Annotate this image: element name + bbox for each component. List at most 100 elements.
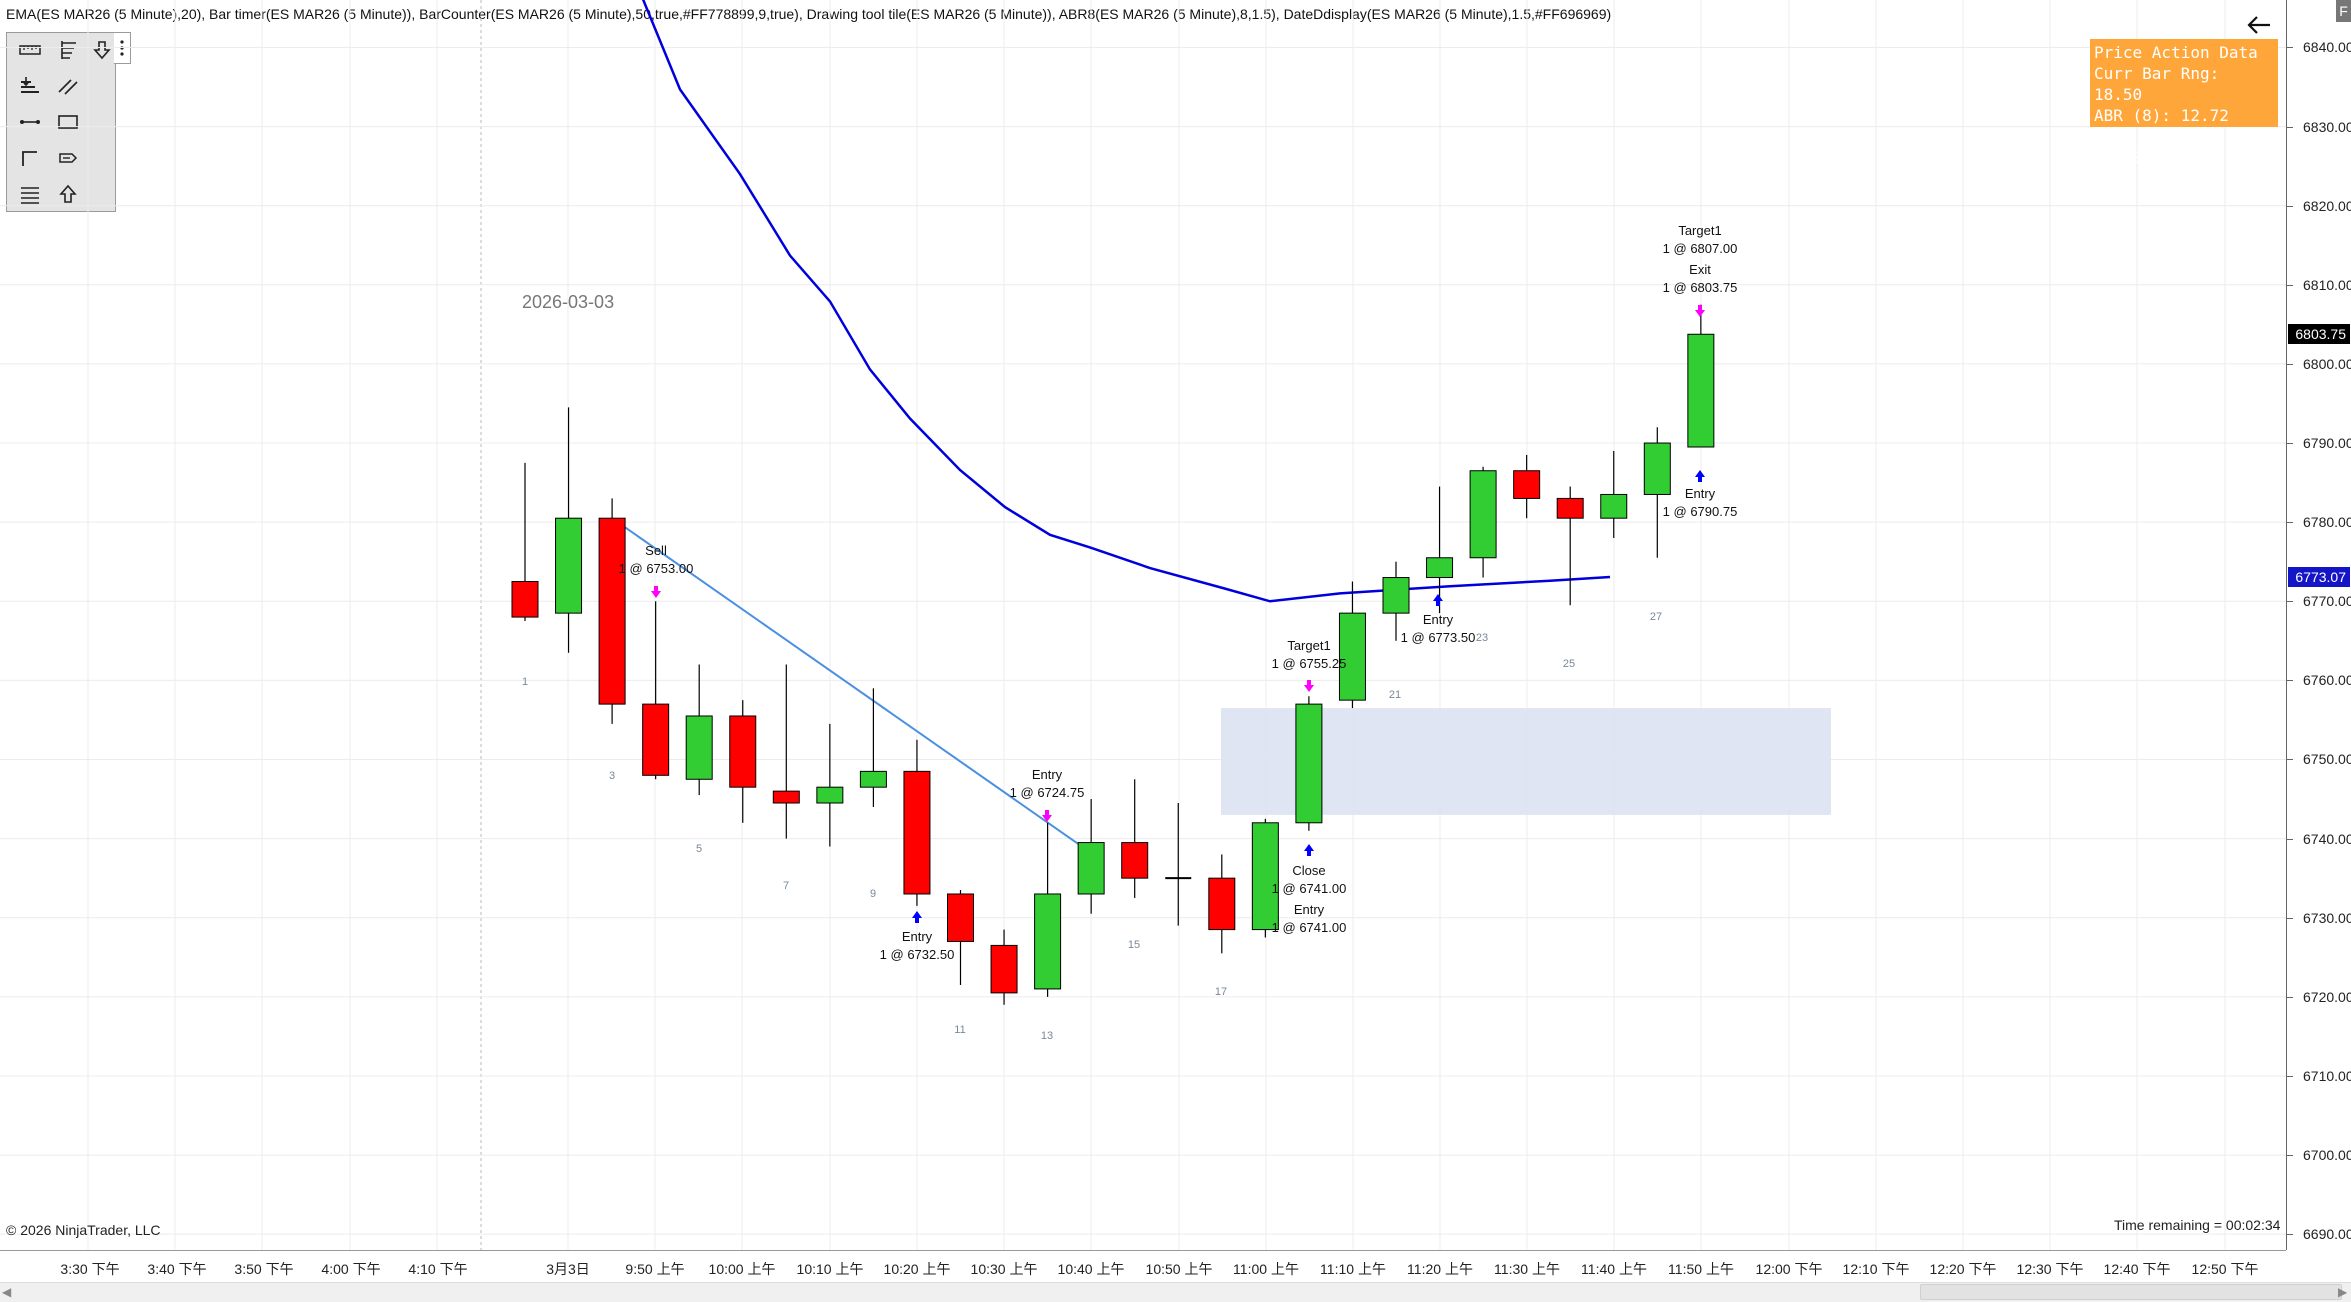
candle-body-down [729, 715, 757, 788]
candle [1382, 561, 1410, 641]
candle-body-up [1643, 442, 1671, 495]
menu-lines-icon[interactable] [15, 179, 45, 209]
candle-body-down [598, 517, 626, 705]
time-axis[interactable]: 3:30 下午 3:40 下午 3:50 下午 4:00 下午 4:10 下午 3月3日 9… [0, 1250, 2286, 1281]
annotation-value: 1 @ 6807.00 [1663, 241, 1738, 256]
candle [1687, 304, 1715, 448]
price-marker-icon[interactable] [53, 143, 83, 173]
time-tick-label: 10:30 上午 [970, 1261, 1038, 1277]
candle-body-up [816, 786, 844, 804]
price-tick-label: 6830.00 [2303, 118, 2351, 135]
time-tick-label: 12:50 下午 [2191, 1261, 2259, 1277]
annotation-value: 1 @ 6755.25 [1272, 656, 1347, 671]
time-tick-label: 3:30 下午 [60, 1261, 120, 1277]
candle [1556, 486, 1584, 606]
bar-number: 9 [870, 888, 876, 900]
candle-body-down [642, 703, 670, 776]
time-tick-label: 3:50 下午 [234, 1261, 294, 1277]
horizontal-ray-icon[interactable] [15, 107, 45, 137]
corner-label[interactable]: F [2336, 0, 2351, 22]
time-tick-label: 10:20 上午 [883, 1261, 951, 1277]
arrow-down-icon[interactable] [87, 35, 117, 65]
time-tick-label: 10:50 上午 [1145, 1261, 1213, 1277]
candle-body-up [1469, 470, 1497, 559]
buy-arrow-icon [1304, 844, 1314, 856]
annotation-label: Entry [1294, 902, 1325, 917]
rectangle-icon[interactable] [53, 107, 83, 137]
candle-body-down [1121, 842, 1149, 879]
chart-grid [0, 0, 2286, 1250]
time-tick-label: 10:40 上午 [1057, 1261, 1125, 1277]
price-tick-mark [2287, 284, 2293, 286]
line-tools-icon[interactable] [15, 71, 45, 101]
trend-line [611, 517, 1083, 848]
scroll-right-arrow-icon[interactable]: ▶ [2338, 1285, 2348, 1299]
price-tick-mark [2287, 1155, 2293, 1157]
candle-body-up [859, 770, 887, 788]
price-tick-mark [2287, 680, 2293, 682]
price-tick-mark [2287, 363, 2293, 365]
price-tick-mark [2287, 126, 2293, 128]
price-tick-mark [2287, 443, 2293, 445]
candle-body-up [685, 715, 713, 780]
candle-body-down [1556, 497, 1584, 519]
ema-price-label: 6773.07 [2288, 566, 2350, 587]
bar-number: 27 [1650, 611, 1662, 623]
candle-body-down [990, 944, 1018, 994]
candle [511, 462, 539, 622]
time-tick-label: 11:00 上午 [1233, 1261, 1299, 1277]
indicator-list: EMA(ES MAR26 (5 Minute),20), Bar timer(E… [6, 6, 1612, 22]
price-tick-label: 6710.00 [2303, 1067, 2351, 1084]
candle [729, 700, 757, 823]
scrollbar-thumb[interactable] [1920, 1284, 2342, 1300]
back-arrow-icon[interactable] [2244, 10, 2274, 40]
sell-arrow-icon [1695, 305, 1705, 317]
annotation-value: 1 @ 6790.75 [1663, 504, 1738, 519]
candle [1077, 799, 1105, 914]
toolbar-grip[interactable] [114, 32, 131, 64]
price-tick-label: 6740.00 [2303, 830, 2351, 847]
candle [1338, 581, 1366, 709]
price-axis[interactable]: 6840.00 6830.00 6820.00 6810.00 6800.00 6790.… [2286, 0, 2351, 1250]
annotation-value: 1 @ 6732.50 [880, 947, 955, 962]
candle [685, 664, 713, 796]
time-tick-label: 11:20 上午 [1407, 1261, 1473, 1277]
candle [1251, 818, 1279, 938]
sell-arrow-icon [1042, 810, 1052, 822]
parallel-lines-icon[interactable] [53, 71, 83, 101]
time-tick-label: 12:20 下午 [1929, 1261, 1997, 1277]
annotation-value: 1 @ 6724.75 [1010, 785, 1085, 800]
annotation-label: Exit [1689, 262, 1711, 277]
price-tick-label: 6720.00 [2303, 988, 2351, 1005]
price-tick-label: 6840.00 [2303, 39, 2351, 56]
bar-number: 7 [783, 880, 789, 892]
scroll-left-arrow-icon[interactable]: ◀ [2, 1285, 12, 1299]
price-tick-label: 6730.00 [2303, 909, 2351, 926]
horizontal-scrollbar[interactable] [0, 1282, 2351, 1302]
annotation-value: 1 @ 6773.50 [1401, 630, 1476, 645]
bar-number: 17 [1215, 986, 1227, 998]
price-tick-label: 6780.00 [2303, 514, 2351, 531]
angled-line-icon[interactable] [15, 143, 45, 173]
arrow-up-icon[interactable] [53, 179, 83, 209]
candle [1208, 854, 1236, 954]
candle-body-up [1426, 557, 1454, 579]
candle [1600, 450, 1628, 538]
candle-body-up [1077, 842, 1105, 895]
bar-number: 23 [1476, 632, 1488, 644]
fib-retracement-icon[interactable] [53, 35, 83, 65]
annotation-value: 1 @ 6753.00 [619, 561, 694, 576]
price-tick-label: 6750.00 [2303, 751, 2351, 768]
copyright-text: © 2026 NinjaTrader, LLC [6, 1222, 161, 1238]
time-tick-label: 12:00 下午 [1755, 1261, 1823, 1277]
price-tick-label: 6760.00 [2303, 672, 2351, 689]
time-tick-label: 12:30 下午 [2016, 1261, 2084, 1277]
candle-body-down [772, 790, 800, 804]
time-tick-label: 11:50 上午 [1668, 1261, 1734, 1277]
buy-arrow-icon [912, 911, 922, 923]
candle-body-up [1034, 893, 1062, 990]
buy-arrow-icon [1695, 470, 1705, 482]
candle [903, 739, 931, 906]
candle [1643, 427, 1671, 558]
